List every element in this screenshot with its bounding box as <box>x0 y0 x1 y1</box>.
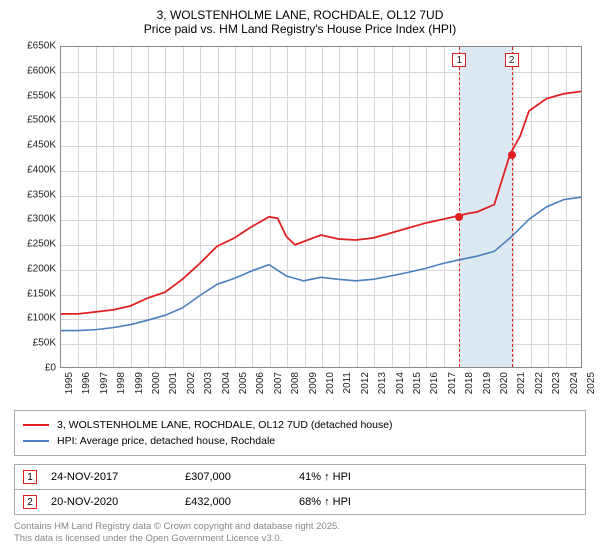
chart-subtitle: Price paid vs. HM Land Registry's House … <box>14 22 586 36</box>
y-axis-label: £350K <box>14 189 56 200</box>
legend-label: HPI: Average price, detached house, Roch… <box>57 435 275 447</box>
y-axis-label: £650K <box>14 41 56 52</box>
sale-diff: 68% ↑ HPI <box>299 496 577 508</box>
point-marker <box>455 213 463 221</box>
sale-marker-box: 2 <box>23 495 37 509</box>
footer-line: This data is licensed under the Open Gov… <box>14 533 586 545</box>
x-axis-label: 2004 <box>221 372 232 394</box>
chart-container: 3, WOLSTENHOLME LANE, ROCHDALE, OL12 7UD… <box>0 0 600 560</box>
x-axis-label: 2005 <box>238 372 249 394</box>
x-axis-label: 1998 <box>116 372 127 394</box>
legend: 3, WOLSTENHOLME LANE, ROCHDALE, OL12 7UD… <box>14 410 586 456</box>
x-axis-label: 2001 <box>168 372 179 394</box>
legend-swatch <box>23 424 49 426</box>
x-axis-label: 2015 <box>412 372 423 394</box>
sale-diff: 41% ↑ HPI <box>299 471 577 483</box>
x-axis-label: 2006 <box>255 372 266 394</box>
series-line-price_paid <box>61 91 581 314</box>
x-axis-label: 2009 <box>308 372 319 394</box>
chart-title: 3, WOLSTENHOLME LANE, ROCHDALE, OL12 7UD <box>14 8 586 22</box>
line-layer <box>61 47 581 367</box>
sale-price: £432,000 <box>185 496 285 508</box>
point-marker <box>508 151 516 159</box>
y-axis-label: £450K <box>14 140 56 151</box>
y-axis-label: £300K <box>14 214 56 225</box>
x-axis-label: 2013 <box>377 372 388 394</box>
y-axis-label: £200K <box>14 263 56 274</box>
y-axis-label: £550K <box>14 90 56 101</box>
y-axis-label: £500K <box>14 115 56 126</box>
x-axis-label: 2017 <box>447 372 458 394</box>
x-axis-label: 2007 <box>273 372 284 394</box>
x-axis-label: 2000 <box>151 372 162 394</box>
legend-label: 3, WOLSTENHOLME LANE, ROCHDALE, OL12 7UD… <box>57 419 393 431</box>
x-axis-label: 2008 <box>290 372 301 394</box>
x-axis-label: 2022 <box>534 372 545 394</box>
y-axis-label: £600K <box>14 65 56 76</box>
y-axis-label: £400K <box>14 164 56 175</box>
sale-date: 20-NOV-2020 <box>51 496 171 508</box>
plot-area: 12 <box>60 46 582 368</box>
sale-row: 2 20-NOV-2020 £432,000 68% ↑ HPI <box>15 490 585 515</box>
x-axis-label: 2021 <box>516 372 527 394</box>
sale-date: 24-NOV-2017 <box>51 471 171 483</box>
sale-marker-box: 1 <box>23 470 37 484</box>
x-axis-label: 2016 <box>429 372 440 394</box>
x-axis-label: 2012 <box>360 372 371 394</box>
y-axis-label: £100K <box>14 313 56 324</box>
x-axis-label: 1997 <box>99 372 110 394</box>
x-axis-label: 2025 <box>586 372 597 394</box>
legend-row: 3, WOLSTENHOLME LANE, ROCHDALE, OL12 7UD… <box>23 417 577 433</box>
x-axis-label: 2011 <box>342 372 353 394</box>
x-axis-label: 2014 <box>395 372 406 394</box>
x-axis-label: 1995 <box>64 372 75 394</box>
x-axis-label: 2002 <box>186 372 197 394</box>
x-axis-label: 2020 <box>499 372 510 394</box>
legend-swatch <box>23 440 49 442</box>
sale-price: £307,000 <box>185 471 285 483</box>
x-axis-label: 1996 <box>81 372 92 394</box>
footer-line: Contains HM Land Registry data © Crown c… <box>14 521 586 533</box>
y-axis-label: £0 <box>14 363 56 374</box>
series-line-hpi <box>61 197 581 330</box>
x-axis-label: 2003 <box>203 372 214 394</box>
sales-table: 1 24-NOV-2017 £307,000 41% ↑ HPI 2 20-NOV-202… <box>14 464 586 515</box>
y-axis-label: £250K <box>14 239 56 250</box>
x-axis-label: 2018 <box>464 372 475 394</box>
x-axis-label: 1999 <box>134 372 145 394</box>
sale-row: 1 24-NOV-2017 £307,000 41% ↑ HPI <box>15 465 585 490</box>
x-axis-label: 2024 <box>569 372 580 394</box>
x-axis-label: 2023 <box>551 372 562 394</box>
x-axis-label: 2019 <box>482 372 493 394</box>
x-axis-label: 2010 <box>325 372 336 394</box>
footer-attribution: Contains HM Land Registry data © Crown c… <box>14 521 586 546</box>
chart-area: 12 £0 £50K £100K £150K £200K £250K £300K £350K £… <box>14 42 586 402</box>
y-axis-label: £150K <box>14 288 56 299</box>
legend-row: HPI: Average price, detached house, Roch… <box>23 433 577 449</box>
y-axis-label: £50K <box>14 338 56 349</box>
